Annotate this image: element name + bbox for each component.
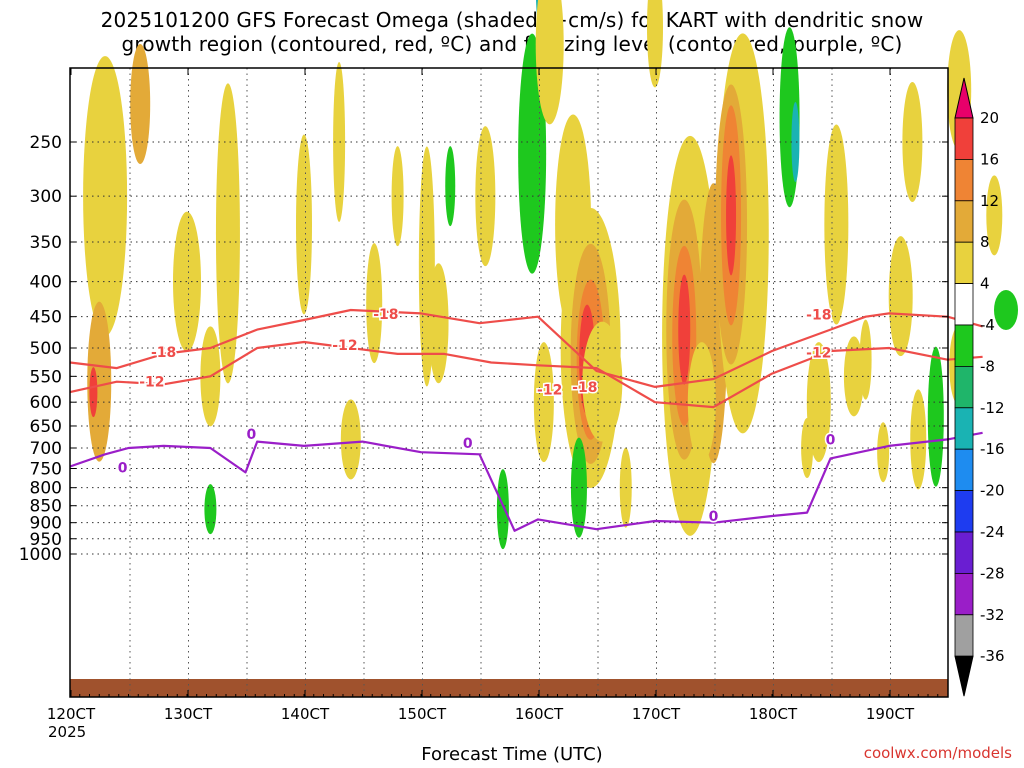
contour-label: -12 xyxy=(806,346,831,362)
contour-label: -18 xyxy=(806,308,831,324)
y-tick-label: 250 xyxy=(30,133,62,153)
colorbar-segment xyxy=(954,283,974,326)
y-tick-label: 450 xyxy=(30,308,62,328)
contour-label: -12 xyxy=(139,375,164,391)
x-axis-title: Forecast Time (UTC) xyxy=(421,744,603,765)
contour-labels: -18 -12 -18 -12 -12 -18 -18 -12 0 0 0 0 0 xyxy=(116,306,837,527)
colorbar-segment xyxy=(954,365,974,409)
omega-shading xyxy=(83,0,1018,550)
contour-label: -12 xyxy=(332,338,357,354)
chart-title-line-2: growth region (contoured, red, ºC) and f… xyxy=(121,32,903,56)
colorbar-segment xyxy=(954,324,974,367)
y-tick-label: 350 xyxy=(30,233,62,253)
y-tick-label: 1000 xyxy=(19,545,62,565)
chart-title-line-1: 2025101200 GFS Forecast Omega (shaded, −… xyxy=(100,8,924,32)
x-tick-label: 150CT xyxy=(398,705,447,723)
colorbar-label: -32 xyxy=(980,606,1005,624)
x-tick-label: 130CT xyxy=(164,705,213,723)
colorbar-segment xyxy=(954,490,974,533)
contour-label: 0 xyxy=(246,427,256,443)
source-credit: coolwx.com/models xyxy=(863,744,1012,762)
colorbar-label: 16 xyxy=(980,150,999,168)
x-tick-label: 120CT xyxy=(47,705,96,723)
x-axis: 120CT 130CT 140CT 150CT 160CT 170CT 180CT 190CT… xyxy=(47,68,939,741)
y-tick-label: 700 xyxy=(30,439,62,459)
colorbar-label: -4 xyxy=(980,316,995,334)
y-tick-label: 600 xyxy=(30,393,62,413)
y-tick-label: 950 xyxy=(30,530,62,550)
colorbar-label: -28 xyxy=(980,564,1005,582)
colorbar-label: -8 xyxy=(980,357,995,375)
colorbar-segment xyxy=(954,241,974,284)
y-tick-label: 400 xyxy=(30,273,62,293)
colorbar-segment xyxy=(954,158,974,202)
x-tick-label: 190CT xyxy=(866,705,915,723)
contour-label: -18 xyxy=(151,345,176,361)
colorbar-label: 8 xyxy=(980,233,990,251)
contour-line-2 xyxy=(69,431,983,532)
x-tick-label: 140CT xyxy=(281,705,330,723)
gridlines xyxy=(70,68,948,697)
colorbar-segment xyxy=(954,200,974,243)
y-tick-label: 650 xyxy=(30,417,62,437)
contour-label: -18 xyxy=(572,380,597,396)
y-tick-label: 550 xyxy=(30,367,62,387)
colorbar-label: -24 xyxy=(980,523,1005,541)
colorbar: 20 16 12 8 4 -4 -8 -12 -16 -20 -24 -28 -32 -36 xyxy=(954,77,1005,697)
colorbar-segment xyxy=(954,407,974,450)
y-tick-label: 850 xyxy=(30,497,62,517)
contour-line-0 xyxy=(69,308,983,388)
contour-label: 0 xyxy=(463,436,473,452)
y-tick-label: 750 xyxy=(30,460,62,480)
x-tick-label: 180CT xyxy=(749,705,798,723)
colorbar-segment xyxy=(954,117,974,160)
ground-band xyxy=(70,679,948,697)
contour-label: 0 xyxy=(709,509,719,525)
y-tick-label: 900 xyxy=(30,514,62,534)
colorbar-label: 20 xyxy=(980,109,999,127)
colorbar-arrow-bottom xyxy=(954,655,974,697)
colorbar-segment xyxy=(954,531,974,574)
colorbar-label: 4 xyxy=(980,275,990,293)
contour-label: 0 xyxy=(826,432,836,448)
contour-label: -12 xyxy=(537,383,562,399)
y-tick-label: 800 xyxy=(30,479,62,499)
colorbar-segment xyxy=(954,573,974,616)
colorbar-label: -20 xyxy=(980,482,1005,500)
colorbar-label: -16 xyxy=(980,440,1005,458)
contour-label: 0 xyxy=(118,461,128,477)
colorbar-segment xyxy=(954,614,974,657)
x-tick-label: 160CT xyxy=(515,705,564,723)
colorbar-label: -36 xyxy=(980,647,1005,665)
colorbar-segment xyxy=(954,448,974,492)
contour-line-1 xyxy=(69,340,983,409)
colorbar-label: -12 xyxy=(980,399,1005,417)
colorbar-label: 12 xyxy=(980,192,999,210)
x-year-label: 2025 xyxy=(48,723,86,741)
y-tick-label: 300 xyxy=(30,187,62,207)
y-tick-label: 500 xyxy=(30,339,62,359)
contour-label: -18 xyxy=(373,307,398,323)
y-axis: 2503003504004505005506006507007508008509… xyxy=(19,133,948,565)
x-tick-label: 170CT xyxy=(632,705,681,723)
